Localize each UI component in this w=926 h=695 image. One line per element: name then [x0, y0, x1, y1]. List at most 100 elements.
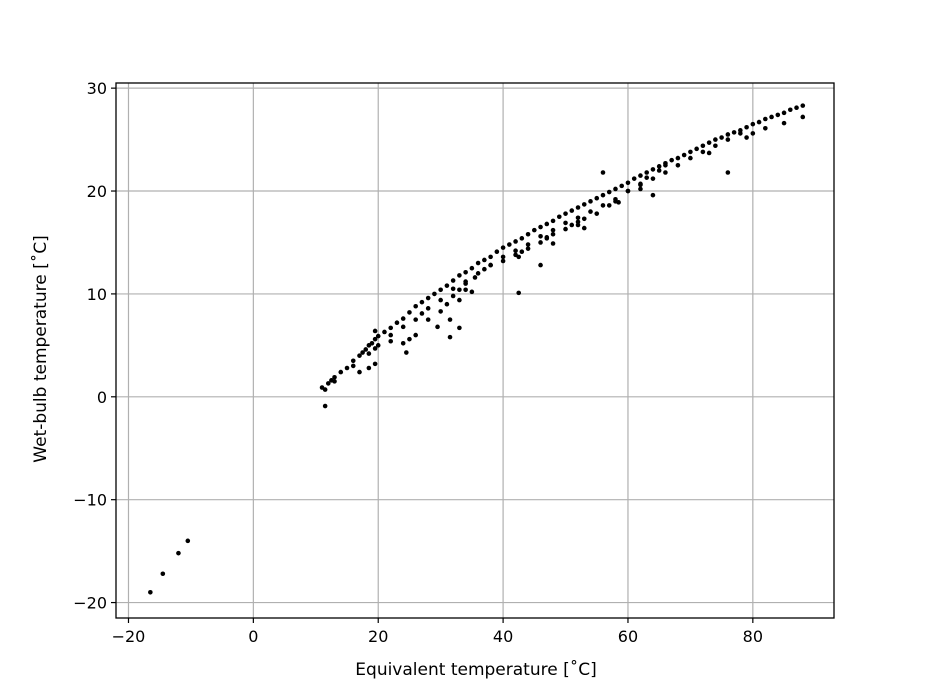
data-point	[725, 132, 731, 137]
data-point	[575, 205, 581, 210]
data-point	[413, 303, 418, 309]
data-point	[435, 324, 440, 330]
data-point	[638, 181, 643, 187]
data-point	[447, 334, 453, 340]
data-point	[675, 155, 681, 161]
x-tick-label: 20	[368, 627, 388, 646]
data-point	[656, 168, 662, 173]
data-point	[563, 220, 568, 226]
data-point	[372, 346, 378, 351]
data-point	[325, 381, 331, 386]
data-point	[731, 130, 737, 135]
data-point	[322, 387, 328, 392]
data-point	[394, 320, 400, 326]
data-point	[538, 240, 543, 245]
data-point	[544, 235, 550, 240]
data-point	[500, 245, 506, 250]
data-point	[638, 186, 643, 192]
data-point	[787, 107, 793, 113]
data-point	[513, 248, 518, 254]
data-point	[800, 103, 806, 108]
data-point	[650, 192, 656, 198]
data-point	[425, 295, 431, 301]
y-tick-label: −20	[73, 594, 107, 613]
data-point	[738, 131, 743, 136]
x-tick-label: 0	[248, 627, 258, 646]
data-point	[588, 199, 593, 204]
data-point	[438, 309, 443, 314]
data-point	[550, 231, 556, 237]
data-point	[581, 225, 587, 231]
data-point	[444, 301, 450, 307]
data-point	[176, 550, 181, 556]
data-point	[525, 246, 531, 251]
data-point	[438, 297, 443, 303]
data-point	[519, 249, 525, 255]
data-point	[631, 176, 637, 181]
y-tick-label: 0	[97, 388, 107, 407]
data-point	[669, 157, 674, 163]
data-point	[148, 589, 153, 595]
x-axis-ticks: −20 0 20 40 60 80	[112, 618, 763, 646]
data-point	[581, 202, 587, 207]
data-point	[444, 283, 450, 288]
data-point	[581, 216, 587, 222]
data-point	[457, 273, 462, 278]
data-point	[650, 167, 656, 172]
data-point	[700, 143, 706, 149]
data-point	[706, 150, 712, 156]
y-axis-label: Wet-bulb temperature [˚C]	[30, 235, 51, 462]
data-point	[756, 119, 762, 125]
data-point	[694, 146, 699, 152]
x-tick-label: −20	[112, 627, 146, 646]
y-tick-label: 20	[87, 182, 107, 201]
data-point	[450, 293, 456, 299]
data-point	[482, 257, 487, 263]
data-point	[706, 140, 712, 145]
data-point	[366, 365, 372, 371]
y-tick-label: −10	[73, 491, 107, 510]
data-point	[763, 125, 768, 131]
data-point	[360, 350, 365, 355]
data-point	[400, 316, 406, 321]
data-point	[382, 329, 387, 335]
data-point	[388, 325, 394, 331]
data-point	[781, 110, 787, 116]
data-point	[569, 222, 575, 228]
data-point	[407, 336, 412, 342]
data-point	[600, 170, 606, 175]
data-point	[600, 203, 606, 208]
data-point	[400, 340, 406, 346]
data-point	[372, 336, 378, 342]
data-point	[713, 137, 718, 142]
data-point	[606, 203, 612, 208]
data-point	[388, 332, 394, 338]
data-point	[594, 211, 600, 216]
data-point	[447, 317, 453, 322]
data-point	[432, 291, 437, 297]
data-point	[413, 317, 418, 322]
data-point	[344, 365, 350, 371]
data-point	[625, 188, 631, 194]
data-point	[372, 328, 378, 334]
data-point	[588, 209, 593, 214]
data-point	[350, 358, 356, 364]
data-point	[663, 163, 668, 168]
data-point	[538, 224, 543, 230]
data-point	[563, 226, 568, 232]
data-point	[457, 325, 462, 331]
data-point	[750, 121, 756, 127]
data-point	[332, 379, 337, 384]
data-point	[469, 289, 475, 295]
y-axis-ticks: −20 −10 0 10 20 30	[73, 79, 116, 613]
data-point	[407, 310, 412, 315]
data-point	[700, 149, 706, 155]
data-point	[763, 116, 768, 122]
data-point	[469, 265, 475, 271]
x-tick-label: 60	[618, 627, 638, 646]
data-point	[332, 374, 337, 380]
data-point	[500, 254, 506, 260]
data-point	[185, 538, 191, 544]
data-point	[713, 143, 718, 149]
data-point	[366, 351, 372, 356]
